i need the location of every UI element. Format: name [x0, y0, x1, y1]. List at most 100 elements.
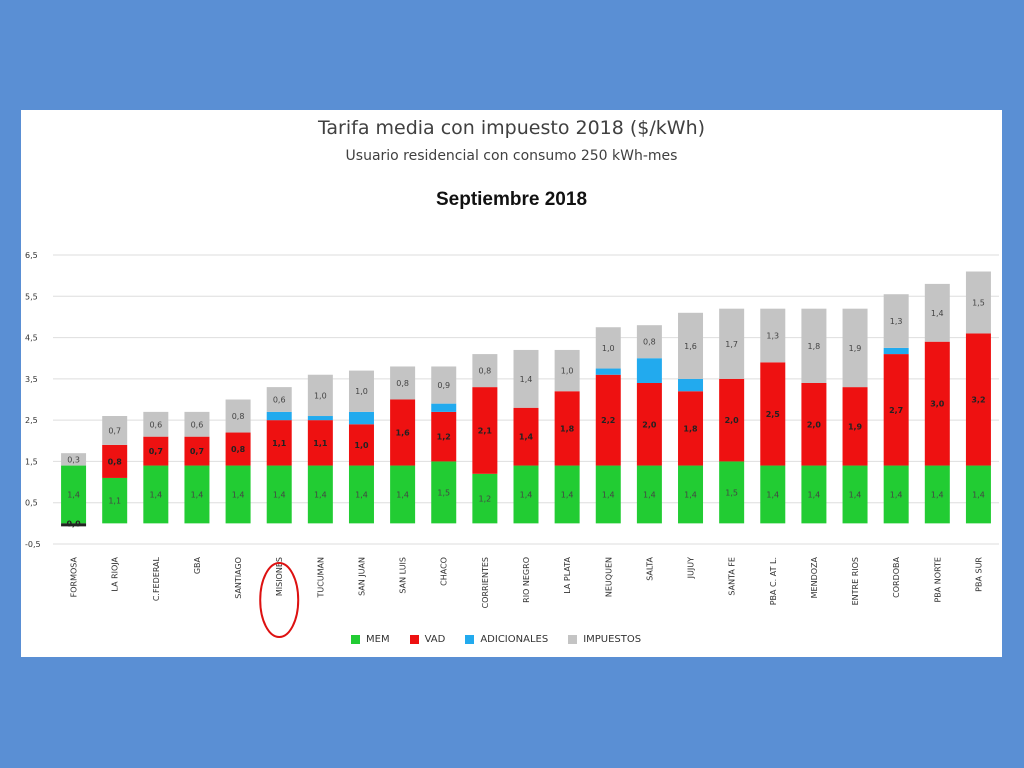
bar-segment-mem: [307, 465, 333, 524]
data-label: 1,4: [808, 490, 821, 499]
bar-segment-impuestos: [513, 349, 539, 408]
category-label: MENDOZA: [810, 556, 819, 598]
bar-segment-impuestos: [883, 294, 909, 348]
data-label: 1,4: [232, 490, 245, 499]
legend-label: MEM: [366, 634, 390, 645]
bar-segment-mem: [595, 465, 621, 524]
bar-segment-impuestos: [266, 387, 292, 412]
category-label: CHACO: [440, 557, 449, 586]
data-label: 1,1: [272, 439, 287, 448]
data-label: 1,6: [396, 429, 411, 438]
bar-segment-mem: [760, 465, 786, 524]
bar-segment-impuestos: [225, 399, 251, 433]
data-label: 1,0: [561, 367, 574, 376]
bar-segment-mem: [554, 465, 580, 524]
data-label: 1,4: [561, 490, 574, 499]
data-label: 0,8: [643, 338, 656, 347]
bar-segment-mem: [965, 465, 991, 524]
data-label: 0,8: [232, 412, 245, 421]
data-label: 3,2: [971, 396, 985, 405]
data-label: 1,8: [560, 424, 575, 433]
bar-segment-vad: [225, 432, 251, 466]
bar-segment-impuestos: [390, 366, 416, 400]
data-label: 2,1: [478, 426, 493, 435]
data-label: 1,2: [479, 495, 492, 504]
stacked-bar-chart: -0,50,51,52,53,54,55,56,51,40,00,3FORMOS…: [25, 251, 999, 638]
data-label: 0,9: [437, 381, 450, 390]
bar-segment-mem: [61, 465, 87, 524]
bar-segment-mem: [678, 465, 704, 524]
legend-item: VAD: [409, 634, 445, 645]
bar-segment-vad: [554, 391, 580, 466]
data-label: 1,6: [684, 342, 697, 351]
data-label: 1,4: [766, 490, 779, 499]
bar-segment-vad: [472, 387, 498, 474]
bar-segment-mem: [225, 465, 251, 524]
data-label: 1,4: [643, 490, 656, 499]
bar-segment-vad: [719, 378, 745, 462]
bar-segment-adicionales: [348, 411, 374, 425]
bar-segment-mem: [431, 461, 457, 524]
data-label: 1,0: [354, 441, 369, 450]
y-tick-label: 1,5: [25, 457, 38, 466]
bar-segment-adicionales: [595, 368, 621, 375]
bar-segment-mem: [513, 465, 539, 524]
data-label: 0,6: [149, 420, 162, 429]
category-label: PBA SUR: [974, 557, 983, 592]
category-label: JUJUY: [687, 557, 696, 579]
category-label: CORDOBA: [892, 556, 901, 597]
data-label: 1,4: [684, 490, 697, 499]
data-label: 1,4: [519, 433, 534, 442]
chart-subtitle: Usuario residencial con consumo 250 kWh-…: [345, 148, 678, 164]
category-label: RIO NEGRO: [522, 557, 531, 603]
bar-segment-impuestos: [678, 312, 704, 379]
legend-item: IMPUESTOS: [568, 634, 641, 645]
bar-segment-vad: [102, 444, 128, 478]
bar-segment-impuestos: [719, 308, 745, 379]
chart-panel: Tarifa media con impuesto 2018 ($/kWh) U…: [21, 110, 1002, 657]
bar-segment-vad: [595, 374, 621, 466]
category-label: FORMOSA: [70, 556, 79, 597]
category-label: SAN JUAN: [357, 557, 366, 596]
bar-segment-impuestos: [61, 453, 87, 466]
bar-segment-adicionales: [883, 347, 909, 355]
bar-segment-vad: [184, 436, 210, 466]
data-label: 0,8: [479, 367, 492, 376]
bar-segment-impuestos: [348, 370, 374, 412]
bar-segment-vad: [513, 407, 539, 466]
bar-segment-impuestos: [472, 354, 498, 388]
category-label: ENTRE RIOS: [851, 557, 860, 605]
bar-segment-impuestos: [431, 366, 457, 404]
data-label: 1,0: [355, 387, 368, 396]
legend-label: ADICIONALES: [480, 634, 549, 645]
data-label: 1,4: [314, 490, 327, 499]
y-tick-label: 2,5: [25, 416, 38, 425]
y-tick-label: 0,5: [25, 499, 38, 508]
legend-swatch: [568, 635, 578, 644]
data-label: 1,3: [766, 332, 779, 341]
legend-item: MEM: [351, 634, 390, 645]
data-label: 2,0: [807, 420, 822, 429]
data-label: 0,7: [149, 447, 163, 456]
data-label: 1,3: [890, 317, 903, 326]
period-label: Septiembre 2018: [435, 189, 588, 210]
bar-segment-mem: [883, 465, 909, 524]
data-label: 2,2: [601, 416, 615, 425]
legend-label: IMPUESTOS: [583, 634, 642, 645]
y-tick-label: -0,5: [25, 540, 41, 549]
zero-marker: [61, 523, 87, 527]
y-tick-label: 6,5: [25, 251, 38, 260]
bar-segment-impuestos: [595, 327, 621, 369]
bar-segment-vad: [390, 399, 416, 466]
data-label: 0,8: [108, 457, 123, 466]
data-label: 0,6: [273, 396, 286, 405]
data-label: 1,4: [931, 309, 944, 318]
bar-segment-mem: [636, 465, 662, 524]
y-tick-label: 4,5: [25, 334, 38, 343]
data-label: 1,4: [890, 490, 903, 499]
bar-segment-vad: [801, 382, 827, 466]
bar-segment-vad: [883, 354, 909, 466]
data-label: 1,2: [437, 433, 451, 442]
data-label: 1,0: [602, 344, 615, 353]
category-label: PBA NORTE: [933, 557, 942, 603]
